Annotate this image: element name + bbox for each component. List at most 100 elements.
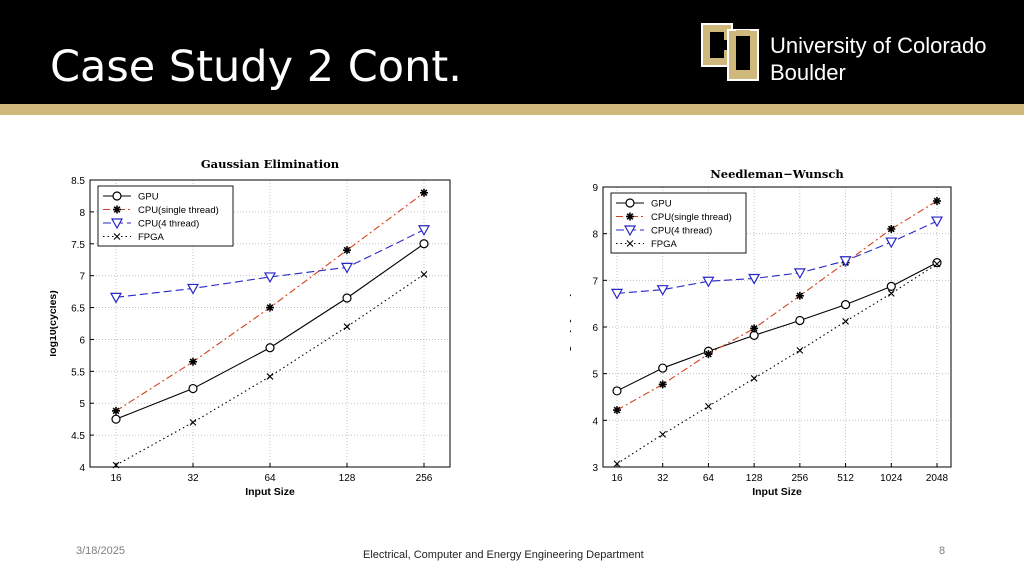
- series-cpu-4-thread: [109, 225, 431, 304]
- series-fpga: [112, 271, 428, 469]
- series-line: [616, 263, 938, 465]
- data-point: [111, 414, 121, 424]
- footer-department: Electrical, Computer and Energy Engineer…: [363, 549, 644, 561]
- series-cpu-single-thread: [613, 197, 941, 415]
- y-tick-label: 5: [79, 399, 85, 410]
- data-point: [340, 262, 354, 274]
- data-point: [702, 276, 715, 288]
- legend: GPU CPU(single thread) CPU(4 thread) FPGA: [610, 192, 747, 254]
- cu-logo-icon: [701, 23, 759, 81]
- x-tick-label: 128: [339, 473, 356, 484]
- data-point: [612, 386, 622, 396]
- data-point: [750, 324, 759, 333]
- header-gold-stripe: [0, 104, 1024, 115]
- data-point: [188, 383, 198, 394]
- chart-needleman-wunsch: Needleman−Wunsch 3 4 5 6 7 8 9 16 32 64 128 256 512 10…: [570, 162, 960, 502]
- chart-gaussian-elimination: Gaussian Elimination 4 4.5 5 5.5 6 6.5 7 7.5 8 8.5…: [50, 152, 460, 506]
- data-point: [704, 350, 713, 359]
- x-tick-label: 1024: [880, 473, 903, 484]
- series-cpu-single-thread: [112, 188, 428, 415]
- legend-marker: [113, 233, 121, 240]
- data-point: [189, 418, 197, 426]
- data-point: [887, 225, 896, 233]
- y-axis-label: log10(cycles): [50, 290, 59, 357]
- y-tick-label: 6.5: [71, 304, 85, 315]
- series-cpu-4-thread: [610, 216, 944, 300]
- legend-marker: [625, 198, 635, 208]
- data-point: [112, 406, 120, 415]
- series-fpga: [613, 260, 941, 468]
- data-point: [266, 303, 274, 312]
- x-tick-label: 16: [611, 473, 623, 484]
- legend-marker: [626, 212, 634, 221]
- data-point: [189, 357, 197, 366]
- series-line: [115, 229, 425, 298]
- data-point: [839, 256, 852, 267]
- data-point: [750, 374, 758, 382]
- data-point: [748, 273, 761, 285]
- x-tick-label: 32: [657, 473, 669, 484]
- y-tick-label: 7: [79, 272, 85, 283]
- legend-label: CPU(single thread): [138, 205, 219, 216]
- y-tick-label: 8.5: [71, 176, 85, 187]
- slide-title: Case Study 2 Cont.: [50, 42, 462, 92]
- legend: GPU CPU(single thread) CPU(4 thread) FPGA: [97, 185, 234, 247]
- y-tick-label: 4: [79, 463, 85, 474]
- data-point: [705, 402, 712, 410]
- data-point: [112, 461, 120, 469]
- data-point: [343, 323, 351, 331]
- university-logo: University of Colorado Boulder: [700, 20, 1000, 85]
- y-tick-label: 5: [592, 370, 598, 381]
- legend-label: CPU(4 thread): [651, 226, 712, 237]
- legend-marker: [113, 205, 121, 214]
- y-tick-label: 3: [592, 463, 598, 474]
- data-point: [343, 246, 351, 255]
- data-point: [933, 260, 941, 268]
- data-point: [886, 281, 896, 292]
- legend-label: GPU: [651, 199, 672, 210]
- data-point: [186, 283, 200, 295]
- series-line: [616, 220, 938, 294]
- series-gpu: [111, 239, 429, 424]
- y-tick-label: 4.5: [71, 431, 85, 442]
- data-point: [795, 291, 804, 300]
- x-tick-label: 64: [703, 473, 715, 484]
- data-point: [610, 288, 624, 300]
- data-point: [930, 216, 944, 228]
- chart-title: Needleman−Wunsch: [710, 167, 844, 181]
- data-point: [795, 315, 805, 326]
- footer-date: 3/18/2025: [76, 545, 125, 557]
- legend-label: CPU(4 thread): [138, 219, 199, 230]
- header-bar: [0, 0, 1024, 104]
- x-tick-label: 32: [187, 473, 199, 484]
- data-point: [842, 318, 849, 325]
- data-point: [885, 237, 898, 249]
- data-point: [420, 271, 428, 278]
- chart-title: Gaussian Elimination: [201, 157, 340, 171]
- legend-marker: [110, 218, 124, 230]
- data-point: [613, 406, 621, 415]
- data-point: [420, 188, 428, 197]
- y-tick-label: 5.5: [71, 367, 85, 378]
- series-line: [616, 200, 938, 411]
- data-point: [263, 272, 277, 284]
- data-point: [749, 330, 759, 340]
- y-tick-label: 6: [592, 323, 598, 334]
- x-tick-label: 64: [264, 473, 276, 484]
- data-point: [656, 285, 669, 296]
- y-tick-label: 6: [79, 335, 85, 346]
- y-tick-label: 7: [592, 276, 598, 287]
- legend-label: FPGA: [138, 232, 165, 243]
- y-axis-label: log10(Cycles): [570, 293, 572, 361]
- footer-page-number: 8: [939, 545, 946, 557]
- legend-marker: [623, 225, 637, 237]
- data-point: [109, 292, 123, 304]
- y-tick-label: 9: [592, 183, 598, 194]
- data-point: [796, 346, 804, 354]
- x-tick-label: 256: [416, 473, 433, 484]
- data-point: [417, 225, 431, 236]
- x-tick-label: 256: [792, 473, 809, 484]
- legend-marker: [112, 191, 122, 201]
- data-point: [793, 268, 806, 280]
- data-point: [265, 343, 275, 353]
